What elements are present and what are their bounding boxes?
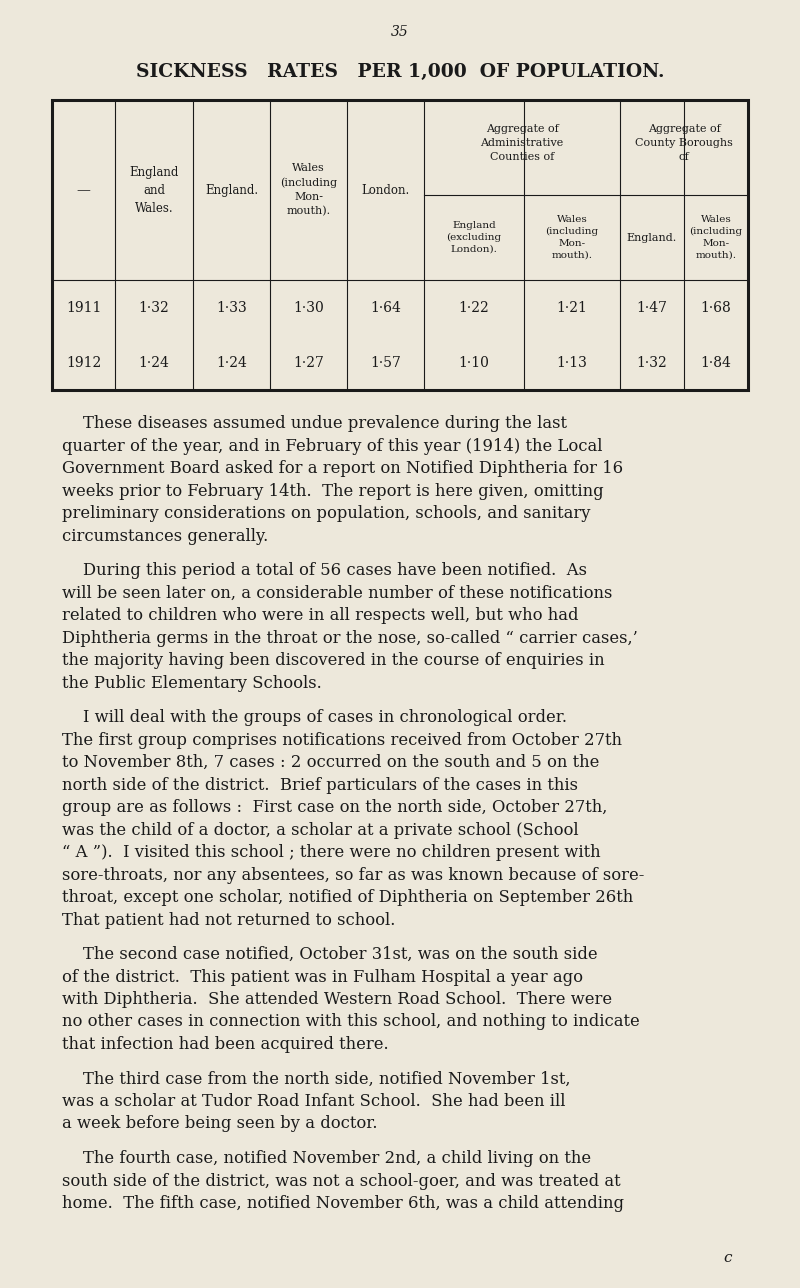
Text: 1·30: 1·30 — [293, 300, 324, 314]
Text: related to children who were in all respects well, but who had: related to children who were in all resp… — [62, 607, 578, 623]
Text: c: c — [723, 1251, 732, 1265]
Text: weeks prior to February 14th.  The report is here given, omitting: weeks prior to February 14th. The report… — [62, 483, 604, 500]
Text: the Public Elementary Schools.: the Public Elementary Schools. — [62, 675, 322, 692]
Text: Aggregate of
County Boroughs
of: Aggregate of County Boroughs of — [635, 124, 733, 161]
Text: The third case from the north side, notified November 1st,: The third case from the north side, noti… — [62, 1070, 570, 1087]
Text: was the child of a doctor, a scholar at a private school (School: was the child of a doctor, a scholar at … — [62, 822, 578, 838]
Text: 1·32: 1·32 — [637, 355, 667, 370]
Text: a week before being seen by a doctor.: a week before being seen by a doctor. — [62, 1115, 378, 1132]
Text: was a scholar at Tudor Road Infant School.  She had been ill: was a scholar at Tudor Road Infant Schoo… — [62, 1094, 566, 1110]
Text: will be seen later on, a considerable number of these notifications: will be seen later on, a considerable nu… — [62, 585, 612, 601]
Text: These diseases assumed undue prevalence during the last: These diseases assumed undue prevalence … — [62, 415, 567, 431]
Text: 1912: 1912 — [66, 355, 101, 370]
Text: Government Board asked for a report on Notified Diphtheria for 16: Government Board asked for a report on N… — [62, 460, 623, 477]
Bar — [52, 100, 748, 390]
Text: the majority having been discovered in the course of enquiries in: the majority having been discovered in t… — [62, 652, 605, 668]
Text: 1·32: 1·32 — [138, 300, 170, 314]
Text: 1911: 1911 — [66, 300, 101, 314]
Text: England
(excluding
London).: England (excluding London). — [446, 222, 502, 254]
Text: 35: 35 — [391, 24, 409, 39]
Text: 1·24: 1·24 — [138, 355, 170, 370]
Text: with Diphtheria.  She attended Western Road School.  There were: with Diphtheria. She attended Western Ro… — [62, 990, 612, 1009]
Text: no other cases in connection with this school, and nothing to indicate: no other cases in connection with this s… — [62, 1014, 640, 1030]
Text: I will deal with the groups of cases in chronological order.: I will deal with the groups of cases in … — [62, 708, 567, 726]
Text: That patient had not returned to school.: That patient had not returned to school. — [62, 912, 395, 929]
Text: 1·47: 1·47 — [637, 300, 667, 314]
Text: 1·22: 1·22 — [458, 300, 490, 314]
Text: 1·24: 1·24 — [216, 355, 247, 370]
Text: north side of the district.  Brief particulars of the cases in this: north side of the district. Brief partic… — [62, 777, 578, 793]
Text: 1·13: 1·13 — [557, 355, 587, 370]
Text: of the district.  This patient was in Fulham Hospital a year ago: of the district. This patient was in Ful… — [62, 969, 583, 985]
Text: home.  The fifth case, notified November 6th, was a child attending: home. The fifth case, notified November … — [62, 1195, 624, 1212]
Text: group are as follows :  First case on the north side, October 27th,: group are as follows : First case on the… — [62, 799, 607, 817]
Text: Aggregate of
Administrative
Counties of: Aggregate of Administrative Counties of — [480, 124, 564, 161]
Text: England.: England. — [205, 183, 258, 197]
Text: preliminary considerations on population, schools, and sanitary: preliminary considerations on population… — [62, 505, 590, 522]
Text: “ A ”).  I visited this school ; there were no children present with: “ A ”). I visited this school ; there we… — [62, 844, 601, 860]
Text: 1·57: 1·57 — [370, 355, 401, 370]
Text: Wales
(including
Mon-
mouth).: Wales (including Mon- mouth). — [280, 164, 337, 216]
Text: SICKNESS   RATES   PER 1,000  OF POPULATION.: SICKNESS RATES PER 1,000 OF POPULATION. — [136, 63, 664, 81]
Text: that infection had been acquired there.: that infection had been acquired there. — [62, 1036, 389, 1054]
Text: south side of the district, was not a school-goer, and was treated at: south side of the district, was not a sc… — [62, 1172, 621, 1190]
Text: Wales
(including
Mon-
mouth).: Wales (including Mon- mouth). — [546, 215, 598, 260]
Text: During this period a total of 56 cases have been notified.  As: During this period a total of 56 cases h… — [62, 562, 587, 580]
Text: Wales
(including
Mon-
mouth).: Wales (including Mon- mouth). — [690, 215, 742, 260]
Text: 1·84: 1·84 — [701, 355, 731, 370]
Text: circumstances generally.: circumstances generally. — [62, 528, 268, 545]
Text: 1·68: 1·68 — [701, 300, 731, 314]
Text: 1·64: 1·64 — [370, 300, 401, 314]
Text: The second case notified, October 31st, was on the south side: The second case notified, October 31st, … — [62, 945, 598, 963]
Text: England.: England. — [627, 233, 677, 242]
Text: 1·10: 1·10 — [458, 355, 490, 370]
Text: England
and
Wales.: England and Wales. — [130, 165, 178, 215]
Text: 1·21: 1·21 — [557, 300, 587, 314]
Text: Diphtheria germs in the throat or the nose, so-called “ carrier cases,’: Diphtheria germs in the throat or the no… — [62, 630, 638, 647]
Text: 1·27: 1·27 — [293, 355, 324, 370]
Text: to November 8th, 7 cases : 2 occurred on the south and 5 on the: to November 8th, 7 cases : 2 occurred on… — [62, 753, 599, 772]
Text: sore-throats, nor any absentees, so far as was known because of sore-: sore-throats, nor any absentees, so far … — [62, 867, 644, 884]
Text: The fourth case, notified November 2nd, a child living on the: The fourth case, notified November 2nd, … — [62, 1150, 591, 1167]
Text: quarter of the year, and in February of this year (1914) the Local: quarter of the year, and in February of … — [62, 438, 602, 455]
Text: 1·33: 1·33 — [216, 300, 247, 314]
Text: —: — — [77, 183, 90, 197]
Text: The first group comprises notifications received from October 27th: The first group comprises notifications … — [62, 732, 622, 748]
Text: London.: London. — [362, 183, 410, 197]
Text: throat, except one scholar, notified of Diphtheria on September 26th: throat, except one scholar, notified of … — [62, 889, 634, 905]
